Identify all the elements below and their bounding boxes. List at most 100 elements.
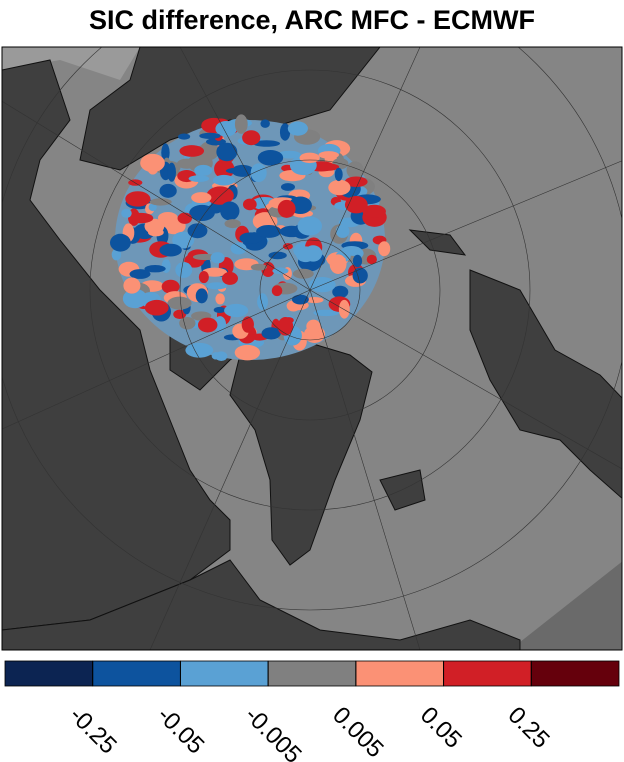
ice-patch (213, 306, 226, 314)
ice-patch (328, 179, 351, 196)
ice-patch (277, 150, 301, 159)
ice-patch (140, 153, 165, 173)
colorbar-bin (355, 660, 444, 687)
ice-patch (159, 243, 182, 257)
ice-patch (198, 271, 209, 284)
ice-patch (304, 245, 323, 262)
ice-patch (157, 212, 178, 224)
ice-patch (225, 167, 251, 174)
ice-patch (144, 218, 165, 234)
colorbar-label: -0.25 (64, 702, 122, 760)
ice-patch (234, 114, 248, 134)
ice-patch (291, 294, 309, 305)
ice-patch (306, 319, 321, 334)
ice-patch (215, 351, 228, 361)
ice-patch (129, 269, 151, 279)
ice-patch (161, 279, 180, 294)
ice-patch (185, 342, 214, 358)
ice-patch (242, 130, 261, 146)
ice-patch (206, 186, 234, 205)
off-projection (510, 561, 622, 650)
land-greenland (229, 339, 373, 566)
ice-patch (277, 199, 296, 218)
map-frame (1, 46, 623, 651)
ice-patch (176, 158, 197, 169)
ice-patch (167, 162, 177, 182)
ice-patch (352, 254, 363, 268)
ice-patch (305, 296, 324, 304)
land-south (2, 559, 521, 650)
ice-patch (318, 151, 339, 159)
ice-patch (167, 296, 192, 310)
ice-patch (250, 263, 267, 271)
ice-patch (325, 256, 346, 263)
colorbar-bin (443, 660, 532, 687)
ice-patch (216, 142, 238, 162)
land-scandinavia (469, 269, 622, 499)
ice-difference (110, 114, 391, 361)
ice-patch (161, 143, 170, 162)
colorbar-label: 0.25 (503, 702, 555, 754)
ice-patch (215, 121, 237, 137)
ice-patch (256, 224, 282, 238)
ice-patch (378, 241, 391, 257)
colorbar-bin (4, 660, 94, 687)
ice-patch (241, 316, 254, 333)
ice-patch (121, 208, 132, 218)
colorbar-bin (92, 660, 181, 687)
ice-patch (346, 161, 364, 179)
ice-patch (206, 282, 228, 290)
ice-patch (191, 192, 212, 204)
ice-patch (280, 130, 290, 140)
ice-patch (332, 285, 349, 299)
ice-patch (123, 277, 141, 294)
ice-patch (221, 271, 238, 285)
off-projection (2, 47, 140, 80)
ice-patch (179, 145, 205, 157)
ice-patch (195, 288, 208, 304)
ice-patch (257, 293, 268, 310)
ice-patch (218, 188, 228, 196)
ice-patch (144, 299, 169, 316)
ice-patch (292, 268, 314, 279)
ice-patch (271, 285, 283, 297)
ice-patch (172, 231, 195, 249)
ice-patch (230, 242, 247, 255)
ice-patch (253, 140, 281, 147)
ice-patch (144, 264, 166, 273)
ice-patch (199, 132, 221, 140)
ice-patch (344, 176, 368, 188)
ice-patch (352, 267, 368, 284)
land-siberia (79, 47, 381, 171)
colorbar: -0.25 -0.05 -0.005 0.005 0.05 0.25 (4, 660, 620, 762)
ice-patch (366, 254, 377, 265)
ice-patch (260, 119, 270, 128)
colorbar-label: 0.005 (327, 702, 389, 762)
ice-patch (250, 163, 267, 183)
land-iceland (379, 469, 426, 511)
colorbar-bin (530, 660, 620, 687)
ice-patch (334, 167, 343, 182)
ice-patch (313, 309, 340, 317)
ice-patch (128, 212, 154, 224)
colorbar-bin (267, 660, 357, 687)
ice-patch (175, 262, 193, 278)
ice-patch (224, 219, 241, 229)
ice-patch (261, 327, 281, 340)
ice-patch (210, 252, 225, 264)
ice-patch (297, 216, 322, 236)
ice-patch (279, 225, 304, 238)
colorbar-label: -0.05 (152, 702, 210, 760)
ice-patch (242, 198, 257, 211)
ice-patch (110, 233, 131, 252)
graticule (2, 47, 622, 650)
ice-patch (335, 224, 350, 238)
ice-patch (287, 121, 308, 136)
ice-patch (257, 150, 284, 166)
ice-patch (125, 191, 151, 207)
ice-patch (122, 288, 148, 309)
ice-patch (316, 163, 340, 171)
ice-patch (220, 201, 240, 221)
